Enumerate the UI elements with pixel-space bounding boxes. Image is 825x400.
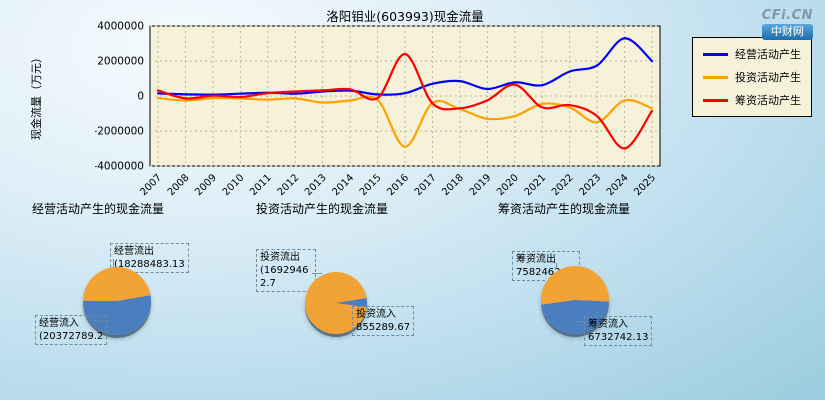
chart-legend: 经营活动产生 投资活动产生 筹资活动产生 — [692, 37, 812, 117]
outflow-value: (16929462.7 — [260, 265, 309, 289]
outflow-label: 筹资流出 — [516, 254, 556, 265]
operating-outflow-callout: 经营流出 (18288483.13 — [110, 243, 189, 273]
outflow-label: 经营流出 — [114, 246, 154, 257]
x-tick-label: 2008 — [166, 172, 192, 198]
legend-label-financing: 筹资活动产生 — [735, 94, 801, 107]
operating-pie-section: 经营活动产生的现金流量 经营流出 (18288483.13 经营流入 (2037… — [32, 200, 277, 370]
cashflow-line-chart: 4000000 2000000 0 -2000000 -4000000 2007 2008 2… — [93, 16, 695, 202]
financing-line-swatch — [703, 98, 728, 102]
y-tick-label: 2000000 — [97, 56, 144, 68]
x-tick-label: 2014 — [330, 172, 356, 198]
x-tick-label: 2013 — [303, 172, 329, 198]
leader-line — [574, 321, 584, 322]
series-line-0 — [156, 37, 654, 96]
legend-label-operating: 经营活动产生 — [735, 48, 801, 61]
outflow-label: 投资流出 — [260, 252, 300, 263]
operating-pie-area: 经营流出 (18288483.13 经营流入 (20372789.2 — [32, 219, 277, 369]
x-tick-label: 2021 — [523, 172, 549, 198]
legend-item-financing: 筹资活动产生 — [703, 92, 801, 108]
investing-pie-area: 投资流出 (16929462.7 投资流入 855289.67 — [256, 219, 501, 369]
y-tick-label: 4000000 — [97, 21, 144, 33]
operating-line-swatch — [703, 52, 728, 56]
y-tick-label: -4000000 — [95, 161, 144, 173]
financing-pie-chart — [541, 266, 609, 334]
inflow-value: (20372789.2 — [39, 331, 104, 342]
x-tick-label: 2025 — [632, 172, 658, 198]
legend-item-investing: 投资活动产生 — [703, 69, 801, 85]
outflow-value: (18288483.13 — [114, 259, 185, 270]
inflow-value: 855289.67 — [356, 322, 411, 333]
investing-inflow-callout: 投资流入 855289.67 — [352, 306, 415, 336]
investing-section-title: 投资活动产生的现金流量 — [256, 202, 389, 216]
leader-line — [556, 263, 557, 269]
series-line-1 — [156, 95, 654, 148]
financing-section-title: 筹资活动产生的现金流量 — [498, 202, 631, 216]
y-tick-label: 0 — [137, 91, 144, 103]
x-tick-label: 2007 — [138, 172, 164, 198]
x-tick-label: 2018 — [440, 172, 466, 198]
financing-pie-section: 筹资活动产生的现金流量 筹资流出 7582462.81 筹资流入 6732742… — [498, 200, 743, 370]
x-tick-label: 2015 — [358, 172, 384, 198]
x-tick-label: 2020 — [495, 172, 521, 198]
y-tick-label: -2000000 — [95, 126, 144, 138]
investing-line-swatch — [703, 75, 728, 79]
investing-pie-chart — [305, 272, 367, 334]
cfi-logo[interactable]: CFi.CN 中财网 — [761, 4, 813, 40]
x-tick-label: 2024 — [605, 172, 631, 198]
operating-section-title: 经营活动产生的现金流量 — [32, 202, 165, 216]
operating-pie-chart — [83, 267, 151, 335]
outflow-value: 7582462.81 — [516, 267, 577, 278]
x-tick-label: 2023 — [577, 172, 603, 198]
chart-title: 洛阳钼业(603993)现金流量 — [326, 9, 484, 24]
leader-line — [94, 320, 108, 321]
cfi-brand-text: CFi.CN — [761, 8, 813, 23]
series-line-2 — [156, 52, 654, 150]
financing-inflow-callout: 筹资流入 6732742.13 — [584, 316, 653, 346]
leader-line — [312, 273, 322, 274]
cfi-site-badge: 中财网 — [761, 24, 813, 40]
operating-inflow-callout: 经营流入 (20372789.2 — [35, 315, 108, 345]
investing-pie-section: 投资活动产生的现金流量 投资流出 (16929462.7 投资流入 855289… — [256, 200, 501, 370]
legend-label-investing: 投资活动产生 — [735, 71, 801, 84]
x-tick-label: 2010 — [221, 172, 247, 198]
x-tick-label: 2011 — [248, 172, 274, 198]
x-tick-label: 2016 — [385, 172, 411, 198]
leader-line — [113, 259, 114, 269]
investing-outflow-callout: 投资流出 (16929462.7 — [256, 249, 316, 292]
x-tick-label: 2019 — [468, 172, 494, 198]
inflow-value: 6732742.13 — [588, 332, 649, 343]
y-axis-label: 现金流量（万元） — [30, 52, 43, 140]
inflow-label: 经营流入 — [39, 318, 79, 329]
inflow-label: 投资流入 — [356, 309, 396, 320]
x-tick-label: 2009 — [193, 172, 219, 198]
x-tick-label: 2017 — [413, 172, 439, 198]
inflow-label: 筹资流入 — [588, 319, 628, 330]
x-tick-label: 2022 — [550, 172, 576, 198]
x-tick-label: 2012 — [276, 172, 302, 198]
financing-pie-area: 筹资流出 7582462.81 筹资流入 6732742.13 — [498, 219, 743, 369]
legend-item-operating: 经营活动产生 — [703, 46, 801, 62]
